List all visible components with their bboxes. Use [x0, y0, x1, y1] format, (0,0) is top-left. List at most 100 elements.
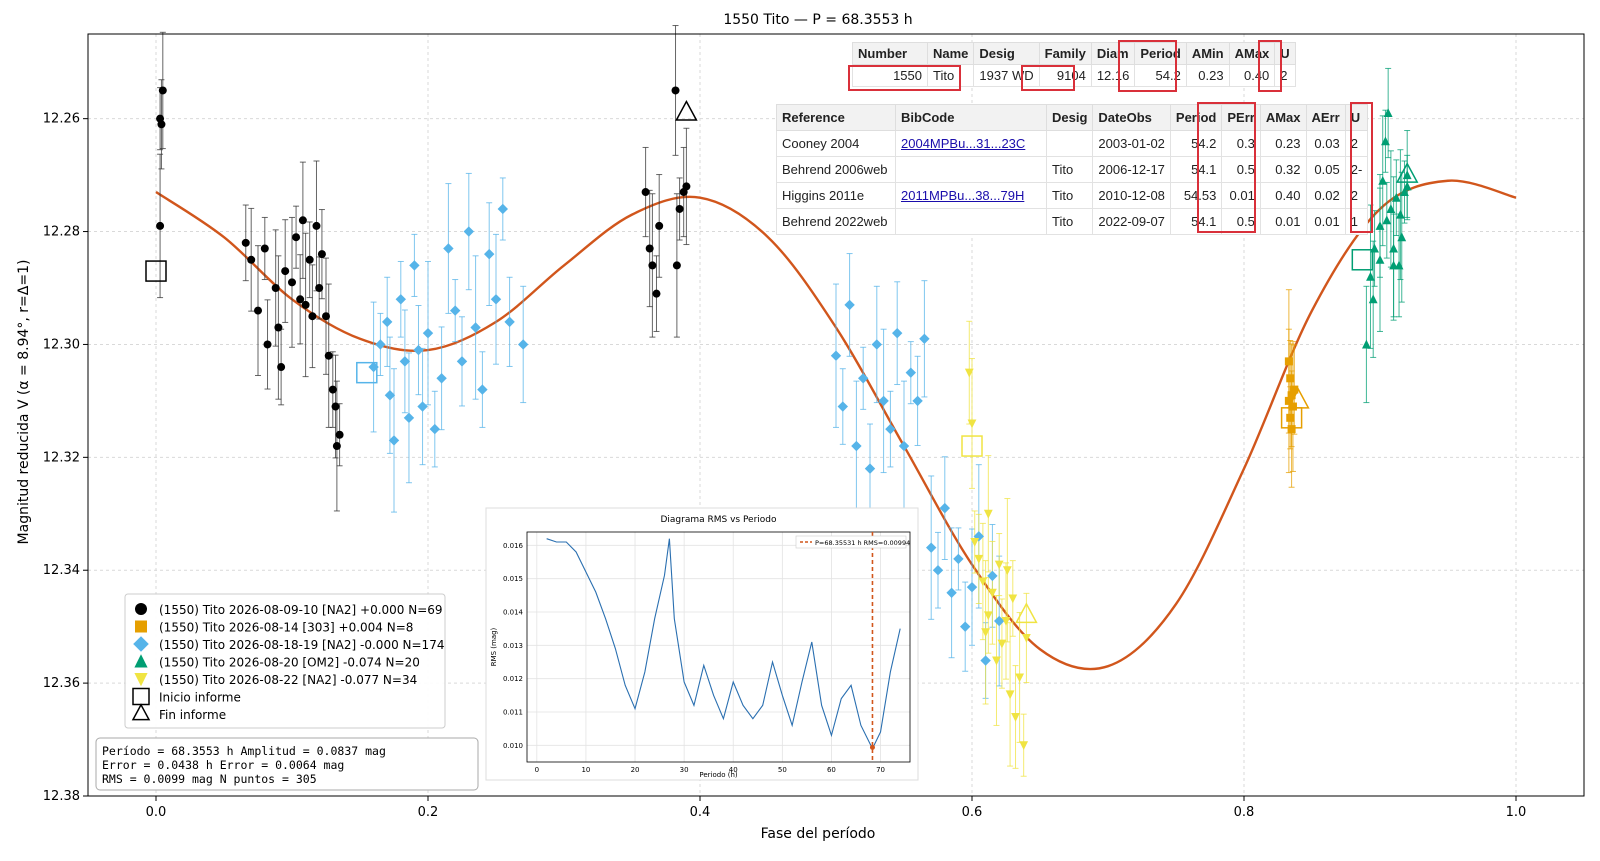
data-point	[932, 565, 944, 576]
data-point	[1375, 254, 1385, 264]
data-point	[978, 577, 988, 587]
data-point	[1402, 170, 1412, 180]
cell-reference: Higgins 2011e	[776, 182, 896, 209]
data-point	[892, 327, 903, 339]
y-tick-label: 12.30	[43, 337, 80, 352]
data-point	[335, 430, 344, 439]
cell-u: 2	[1274, 64, 1296, 87]
data-point	[308, 312, 317, 321]
data-point	[298, 216, 307, 225]
col-name: Name	[926, 42, 975, 65]
data-point	[1383, 108, 1393, 118]
inset-x-axis-label: Periodo (h)	[699, 771, 738, 779]
inset-best-period-point	[869, 744, 875, 750]
cell-dateobs: 2006-12-17	[1092, 156, 1171, 183]
col-amax: AMax	[1228, 42, 1276, 65]
cell-amax: 0.23	[1259, 130, 1307, 157]
data-point	[672, 261, 681, 270]
data-point	[1284, 396, 1293, 405]
inset-rms-line	[546, 538, 901, 750]
data-point	[1287, 425, 1296, 434]
data-point	[851, 440, 862, 452]
cell-reference: Cooney 2004	[776, 130, 896, 157]
data-point	[409, 260, 420, 271]
data-point	[939, 502, 950, 514]
data-point	[960, 621, 971, 632]
data-point	[844, 299, 855, 311]
cell-u: 1	[1344, 208, 1369, 235]
col-reference: Reference	[776, 104, 896, 131]
legend-swatch	[133, 636, 149, 652]
summary-header-row: Number Name Desig Family Diam Period AMi…	[852, 42, 1296, 65]
data-point	[988, 588, 997, 598]
stats-line: RMS = 0.0099 mag N puntos = 305	[102, 772, 317, 786]
cell-family: 9104	[1038, 64, 1092, 87]
data-point	[964, 368, 974, 378]
data-point	[429, 423, 440, 435]
cell-desig: Tito	[1045, 208, 1094, 235]
cell-reference: Behrend 2022web	[776, 208, 896, 235]
report-end-marker	[1287, 387, 1310, 409]
legend-label: (1550) Tito 2026-08-18-19 [NA2] -0.000 N…	[159, 638, 444, 652]
cell-aerr: 0.01	[1305, 208, 1346, 235]
rms-inset-chart: Diagrama RMS vs Periodo 0 10 20 30 40 50 60 70 0.…	[485, 507, 919, 781]
inset-y-tick-label: 0.012	[503, 675, 523, 683]
inset-y-tick-label: 0.013	[503, 642, 523, 650]
data-point	[987, 570, 998, 582]
cell-amax: 0.40	[1228, 64, 1276, 87]
legend-label: Fin informe	[159, 708, 226, 722]
x-tick-label: 0.0	[146, 805, 167, 820]
data-point	[470, 322, 481, 333]
cell-period: 54.1	[1169, 208, 1223, 235]
legend: (1550) Tito 2026-08-09-10 [NA2] +0.000 N…	[124, 593, 446, 729]
cell-aerr: 0.02	[1305, 182, 1346, 209]
data-point	[463, 226, 474, 237]
col-perr: PErr	[1221, 104, 1261, 131]
col-u: U	[1274, 42, 1296, 65]
y-tick-label: 12.34	[43, 563, 80, 578]
bibcode-link[interactable]: 2011MPBu...38...79H	[901, 188, 1025, 203]
cell-period: 54.2	[1169, 130, 1223, 157]
cell-desig	[1045, 130, 1094, 157]
data-point	[981, 628, 990, 638]
data-point	[254, 306, 262, 315]
data-point	[271, 284, 280, 292]
cell-aerr: 0.03	[1305, 130, 1346, 157]
data-point	[858, 373, 869, 384]
data-point	[1400, 187, 1409, 197]
stats-line: Error = 0.0438 h Error = 0.0064 mag	[102, 758, 344, 772]
data-point	[277, 363, 286, 372]
cell-perr: 0.5	[1221, 156, 1261, 183]
data-point	[1008, 594, 1018, 604]
data-point	[912, 395, 923, 407]
cell-amax: 0.40	[1259, 182, 1307, 209]
cell-name: Tito	[926, 64, 975, 87]
plot-frame	[87, 33, 1585, 797]
data-point	[260, 244, 269, 253]
data-point	[450, 305, 461, 316]
data-point	[980, 655, 991, 666]
col-desig: Desig	[973, 42, 1040, 65]
data-point	[315, 284, 324, 292]
legend-swatch	[134, 654, 148, 668]
bibcode-link[interactable]: 2004MPBu...31...23C	[901, 136, 1026, 151]
data-point	[1019, 741, 1029, 750]
data-point	[648, 261, 657, 270]
data-point	[974, 554, 984, 564]
data-point	[1011, 712, 1020, 722]
col-desig: Desig	[1045, 104, 1094, 131]
inset-axes-frame	[526, 531, 911, 763]
ref-row: Higgins 2011e 2011MPBu...38...79H Tito 2…	[776, 182, 1369, 209]
x-tick-label: 1.0	[1506, 805, 1527, 820]
data-point	[456, 356, 468, 367]
inset-x-tick-label: 40	[729, 766, 738, 774]
data-point	[926, 542, 937, 553]
data-point	[885, 423, 896, 435]
y-tick-label: 12.38	[43, 789, 80, 804]
ref-row: Behrend 2022web Tito 2022-09-07 54.1 0.5…	[776, 208, 1369, 235]
data-point	[905, 367, 916, 378]
data-point	[953, 553, 964, 565]
legend-swatch	[135, 620, 147, 633]
